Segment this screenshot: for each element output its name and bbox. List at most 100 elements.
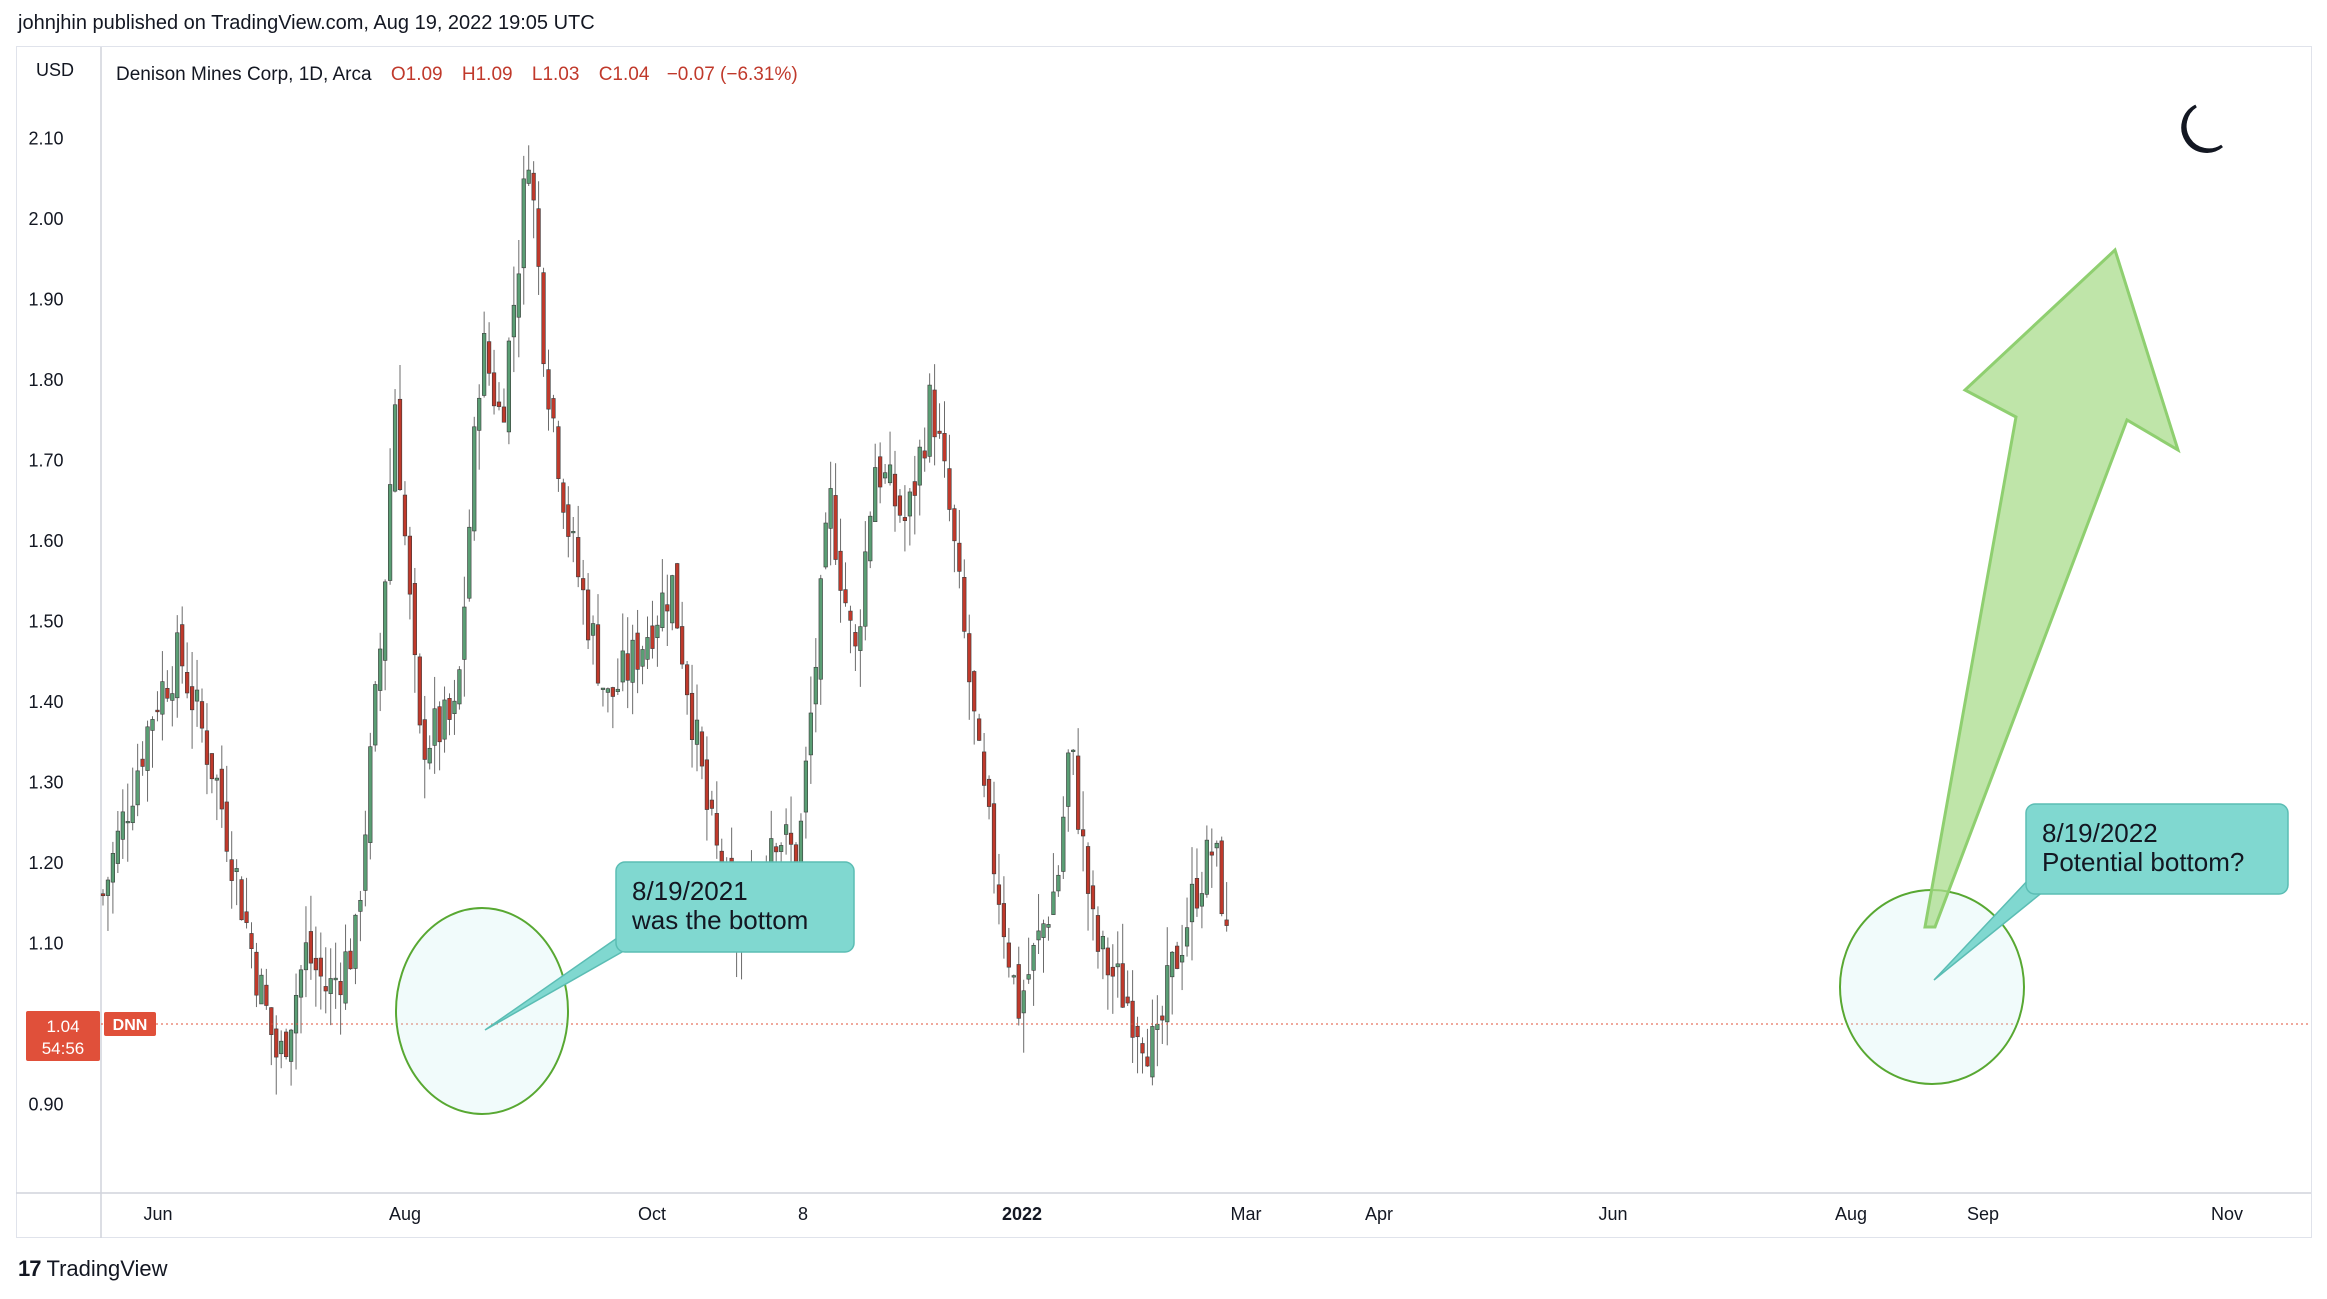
candle <box>130 767 135 831</box>
candle <box>333 942 338 1009</box>
candle <box>892 450 898 532</box>
price-axis[interactable]: 0.901.001.101.201.301.401.501.601.701.80… <box>28 129 63 1115</box>
candle-body <box>135 770 140 806</box>
candle-body <box>1046 924 1051 928</box>
candle-body <box>348 950 353 970</box>
candle-body <box>1204 839 1209 895</box>
time-axis[interactable]: Jun Aug Oct 8 2022 Mar Apr Jun Aug Sep Nov <box>143 1204 2243 1224</box>
price-tick-label: 2.10 <box>28 129 63 149</box>
candle <box>452 679 457 735</box>
candle-body <box>284 1031 289 1058</box>
callout-2022[interactable]: 8/19/2022 Potential bottom? <box>1933 803 2289 981</box>
candle <box>977 713 982 742</box>
candle <box>972 670 977 745</box>
candle <box>1071 748 1076 775</box>
candle <box>655 615 660 667</box>
candle-body <box>293 994 299 1034</box>
candle <box>209 753 215 794</box>
candle-body <box>991 803 997 875</box>
candle <box>645 616 650 669</box>
candle-body <box>1076 755 1081 830</box>
candle <box>407 526 413 620</box>
price-tick-label: 2.00 <box>28 209 63 229</box>
candle-body <box>620 650 625 683</box>
candle-body <box>967 633 972 683</box>
candle <box>244 877 249 929</box>
candle-body <box>823 522 828 568</box>
candle <box>1011 974 1016 985</box>
candle <box>912 455 917 535</box>
candle <box>140 741 145 776</box>
tradingview-logo[interactable]: 17 TradingView <box>18 1256 168 1282</box>
candle-body <box>1115 963 1120 968</box>
candle-body <box>635 632 640 670</box>
candle-body <box>417 656 422 726</box>
moon-icon[interactable] <box>2181 104 2223 153</box>
candle-body <box>145 726 150 771</box>
callout-2022-line2: Potential bottom? <box>2042 847 2244 877</box>
candle-body <box>165 687 170 699</box>
callout-2021[interactable]: 8/19/2021 was the bottom <box>484 861 855 1031</box>
candle-body <box>407 535 413 595</box>
candle <box>536 181 541 295</box>
candle <box>1145 1028 1150 1067</box>
candle-body <box>561 482 566 513</box>
candle-body <box>180 624 185 667</box>
price-tag: 1.04 54:56 DNN <box>26 1011 156 1061</box>
candle-body <box>981 751 987 786</box>
candles <box>100 145 1229 1095</box>
time-tick-label: Jun <box>143 1204 172 1224</box>
candle-body <box>1130 1000 1135 1038</box>
candle-body <box>1145 1056 1150 1067</box>
candle <box>506 337 512 445</box>
candle <box>328 948 333 1026</box>
candle-body <box>927 384 932 457</box>
candle <box>689 664 695 768</box>
candle-body <box>610 687 615 697</box>
candle <box>496 382 502 411</box>
candle-body <box>640 649 645 667</box>
price-tick-label: 1.30 <box>28 773 63 793</box>
candle <box>229 831 234 909</box>
candle <box>1120 923 1125 1008</box>
tradingview-mark-icon: 17 <box>18 1256 42 1281</box>
up-arrow-shape[interactable] <box>1923 247 2181 929</box>
candle <box>427 735 432 770</box>
candle <box>907 488 912 546</box>
candle-body <box>516 273 521 318</box>
candle-body <box>482 333 487 396</box>
price-tag-countdown: 54:56 <box>42 1039 85 1058</box>
legend-low: L1.03 <box>532 64 580 85</box>
candle-body <box>1021 990 1026 1014</box>
candle <box>1061 796 1066 879</box>
highlight-circle-2021[interactable] <box>395 907 569 1115</box>
candle-body <box>873 467 878 523</box>
candle <box>397 364 403 491</box>
candle-body <box>318 957 323 977</box>
candle-body <box>219 768 224 810</box>
candle <box>665 574 670 646</box>
candle <box>234 859 239 906</box>
candle-body <box>1150 1026 1155 1078</box>
candle-body <box>1071 749 1076 752</box>
candle-body <box>486 341 492 374</box>
candle-body <box>437 706 442 743</box>
candle-body <box>808 712 813 756</box>
candle-body <box>190 686 195 711</box>
candle-body <box>590 623 596 636</box>
candle <box>308 895 314 980</box>
candle <box>823 512 828 570</box>
time-tick-label: 2022 <box>1002 1204 1042 1224</box>
candle <box>922 427 927 472</box>
candle <box>115 811 120 874</box>
candle-body <box>600 687 606 690</box>
candle-body <box>937 430 942 434</box>
candle-body <box>972 671 977 712</box>
candle <box>803 746 808 839</box>
candle <box>551 394 556 433</box>
plot-area[interactable] <box>100 47 2311 1193</box>
candle-body <box>358 900 363 912</box>
candle-body <box>1120 963 1125 1008</box>
candle <box>630 624 635 715</box>
